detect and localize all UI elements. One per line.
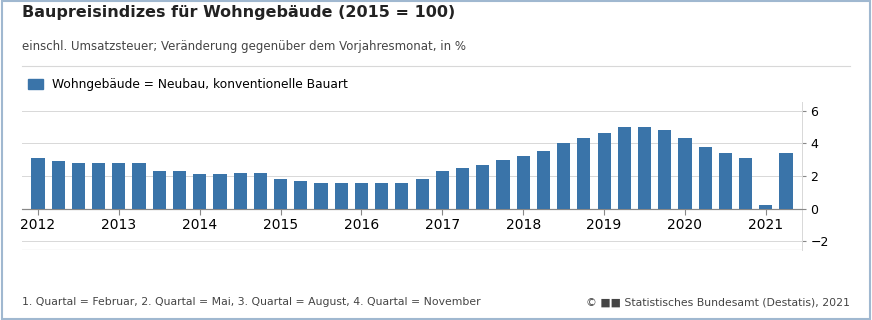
- Text: Baupreisindizes für Wohngebäude (2015 = 100): Baupreisindizes für Wohngebäude (2015 = …: [22, 5, 455, 20]
- Bar: [234, 173, 247, 209]
- Bar: [112, 163, 126, 209]
- Bar: [719, 153, 732, 209]
- Bar: [760, 205, 773, 209]
- Bar: [496, 160, 509, 209]
- Bar: [537, 151, 550, 209]
- Bar: [476, 164, 489, 209]
- Bar: [315, 182, 328, 209]
- Bar: [31, 158, 44, 209]
- Legend: Wohngebäude = Neubau, konventionelle Bauart: Wohngebäude = Neubau, konventionelle Bau…: [28, 78, 348, 91]
- Bar: [516, 156, 530, 209]
- Bar: [355, 182, 368, 209]
- Bar: [416, 179, 429, 209]
- Text: 1. Quartal = Februar, 2. Quartal = Mai, 3. Quartal = August, 4. Quartal = Novemb: 1. Quartal = Februar, 2. Quartal = Mai, …: [22, 297, 480, 307]
- Bar: [678, 138, 691, 209]
- Bar: [456, 168, 469, 209]
- Bar: [214, 174, 227, 209]
- Bar: [133, 163, 146, 209]
- Bar: [739, 158, 753, 209]
- Bar: [274, 179, 287, 209]
- Bar: [173, 171, 186, 209]
- Text: einschl. Umsatzsteuer; Veränderung gegenüber dem Vorjahresmonat, in %: einschl. Umsatzsteuer; Veränderung gegen…: [22, 40, 466, 53]
- Bar: [254, 173, 267, 209]
- Text: © ■■ Statistisches Bundesamt (Destatis), 2021: © ■■ Statistisches Bundesamt (Destatis),…: [586, 297, 850, 307]
- Bar: [92, 163, 106, 209]
- Bar: [638, 127, 651, 209]
- Bar: [577, 138, 590, 209]
- Bar: [194, 174, 207, 209]
- Bar: [597, 133, 610, 209]
- Bar: [436, 171, 449, 209]
- Bar: [780, 153, 793, 209]
- Bar: [294, 181, 308, 209]
- Bar: [698, 147, 712, 209]
- Bar: [375, 182, 388, 209]
- Bar: [153, 171, 166, 209]
- Bar: [51, 161, 65, 209]
- Bar: [72, 163, 85, 209]
- Bar: [557, 143, 570, 209]
- Bar: [335, 182, 348, 209]
- Bar: [617, 127, 630, 209]
- Bar: [658, 130, 671, 209]
- Bar: [395, 182, 408, 209]
